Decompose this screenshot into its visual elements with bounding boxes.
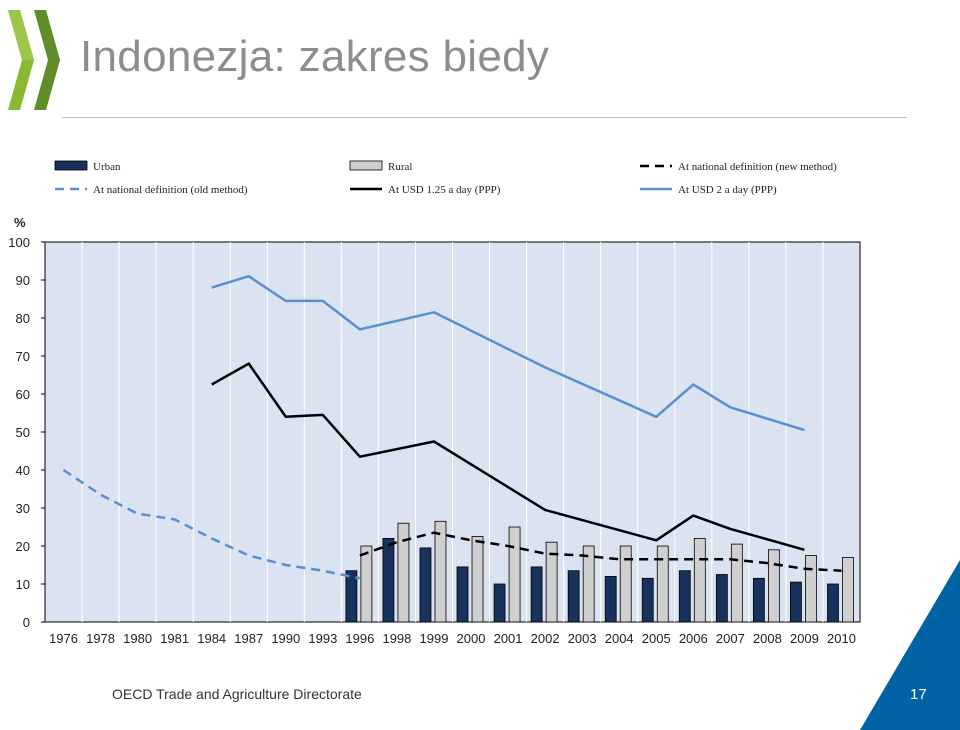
legend-label-at-usd-2-a-day-ppp: At USD 2 a day (PPP) xyxy=(678,184,777,196)
x-tick-label-2003: 2003 xyxy=(568,631,597,646)
y-tick-label-70: 70 xyxy=(16,349,30,364)
page-number: 17 xyxy=(910,686,927,703)
line-at-usd-2-a-day-ppp xyxy=(211,274,805,432)
x-tick-label-1976: 1976 xyxy=(49,631,78,646)
y-tick-label-20: 20 xyxy=(16,539,30,554)
legend-label-urban: Urban xyxy=(93,161,121,173)
x-tick-label-1999: 1999 xyxy=(420,631,449,646)
bar-urban-1999 xyxy=(419,547,432,623)
bar-urban-2010 xyxy=(827,583,839,623)
x-tick-label-1993: 1993 xyxy=(308,631,337,646)
title-divider xyxy=(62,117,907,118)
legend-swatch-urban xyxy=(54,160,88,171)
slide-title: Indonezja: zakres biedy xyxy=(80,32,550,81)
y-tick-label-60: 60 xyxy=(16,387,30,402)
bar-urban-2007 xyxy=(715,574,728,623)
x-tick-label-2009: 2009 xyxy=(790,631,819,646)
x-tick-label-2005: 2005 xyxy=(642,631,671,646)
x-tick-label-2002: 2002 xyxy=(531,631,560,646)
x-tick-label-1981: 1981 xyxy=(160,631,189,646)
line-at-usd-1-25-a-day-ppp xyxy=(211,362,805,552)
x-axis-ticks: 1976 1978 1980 1981 1984 1987 1990 1993 1996 1998… xyxy=(49,631,856,646)
x-tick-label-1987: 1987 xyxy=(234,631,263,646)
legend-label-rural: Rural xyxy=(388,161,412,173)
legend-swatch-rural xyxy=(349,160,383,171)
x-tick-label-2007: 2007 xyxy=(716,631,745,646)
x-tick-label-1998: 1998 xyxy=(382,631,411,646)
oecd-logo xyxy=(8,10,60,110)
bar-rural-2003 xyxy=(582,545,595,623)
line-at-national-definition-new-method xyxy=(359,531,842,572)
bar-urban-2003 xyxy=(567,570,580,623)
footer-text: OECD Trade and Agriculture Directorate xyxy=(112,686,362,702)
bar-urban-1996 xyxy=(345,570,358,623)
y-tick-label-0: 0 xyxy=(23,615,30,630)
y-axis-label: % xyxy=(14,215,26,230)
poverty-chart: Urban Rural At national definition (new me… xyxy=(8,160,861,646)
x-tick-label-1978: 1978 xyxy=(86,631,115,646)
logo-chevron-left-shadow xyxy=(8,10,34,60)
bar-rural-2002 xyxy=(545,541,558,623)
bar-urban-2008 xyxy=(752,577,765,623)
x-tick-label-1984: 1984 xyxy=(197,631,226,646)
bar-urban-2004 xyxy=(604,576,617,623)
chart-gridlines xyxy=(81,242,824,622)
bar-rural-2004 xyxy=(619,545,632,623)
chart-bars xyxy=(345,520,854,623)
y-tick-label-100: 100 xyxy=(8,235,30,250)
y-tick-label-50: 50 xyxy=(16,425,30,440)
bar-rural-1998 xyxy=(397,522,410,623)
bar-urban-2001 xyxy=(493,583,506,623)
x-tick-label-2010: 2010 xyxy=(827,631,856,646)
legend-label-at-usd-1-25-a-day-ppp: At USD 1.25 a day (PPP) xyxy=(388,184,501,196)
y-tick-label-40: 40 xyxy=(16,463,30,478)
x-tick-label-2004: 2004 xyxy=(605,631,634,646)
chart-lines xyxy=(62,274,842,580)
bar-rural-2001 xyxy=(508,526,521,623)
x-tick-label-1996: 1996 xyxy=(345,631,374,646)
x-tick-label-2006: 2006 xyxy=(679,631,708,646)
x-tick-label-1990: 1990 xyxy=(271,631,300,646)
bar-rural-2005 xyxy=(656,545,669,623)
bar-rural-2007 xyxy=(730,543,743,623)
logo-chevron-right xyxy=(34,10,60,110)
bar-urban-2009 xyxy=(790,581,802,623)
x-tick-label-2000: 2000 xyxy=(457,631,486,646)
legend-label-at-national-definition-new-method: At national definition (new method) xyxy=(678,161,837,173)
bar-rural-2009 xyxy=(805,555,817,623)
chart-legend: Urban Rural At national definition (new me… xyxy=(54,160,837,196)
y-tick-label-30: 30 xyxy=(16,501,30,516)
bar-rural-2006 xyxy=(693,538,706,623)
line-at-national-definition-old-method xyxy=(62,468,361,580)
x-tick-label-2008: 2008 xyxy=(753,631,782,646)
legend-label-at-national-definition-old-method: At national definition (old method) xyxy=(93,184,248,196)
y-tick-label-80: 80 xyxy=(16,311,30,326)
bar-rural-1996 xyxy=(360,545,373,623)
bar-rural-2010 xyxy=(842,557,854,623)
bar-rural-2000 xyxy=(471,536,484,623)
bar-urban-1998 xyxy=(382,538,395,623)
x-tick-label-2001: 2001 xyxy=(494,631,523,646)
bar-urban-2006 xyxy=(678,570,691,623)
y-axis-ticks: 0 10 20 30 40 50 60 70 80 90 100 xyxy=(8,235,45,630)
bar-urban-2000 xyxy=(456,566,469,623)
bar-rural-2008 xyxy=(767,549,780,623)
x-tick-label-1980: 1980 xyxy=(123,631,152,646)
y-tick-label-90: 90 xyxy=(16,273,30,288)
y-tick-label-10: 10 xyxy=(16,577,30,592)
bar-urban-2002 xyxy=(530,566,543,623)
bar-rural-1999 xyxy=(434,520,447,623)
bar-urban-2005 xyxy=(641,577,654,623)
